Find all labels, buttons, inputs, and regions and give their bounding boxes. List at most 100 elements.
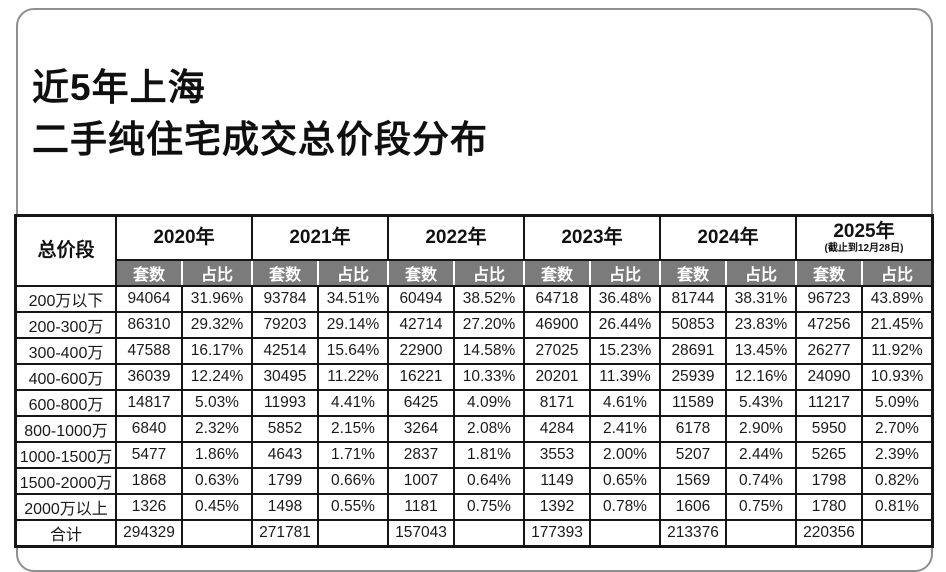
- subheader-share: 占比: [861, 259, 933, 287]
- total-row: 合计 294329 271781 157043 177393 213376 22…: [15, 519, 933, 547]
- share-cell: 1.86%: [181, 441, 253, 469]
- units-cell: 1007: [387, 467, 455, 495]
- units-cell: 5477: [115, 441, 183, 469]
- year-label: 2025年: [833, 221, 895, 243]
- year-header-2020: 2020年: [115, 215, 253, 261]
- year-label: 2021年: [289, 227, 351, 249]
- share-cell: 11.39%: [589, 363, 661, 391]
- share-cell: 2.08%: [453, 415, 525, 443]
- table-row: 600-800万 14817 5.03% 11993 4.41% 6425 4.…: [15, 389, 933, 417]
- units-cell: 4643: [251, 441, 319, 469]
- units-cell: 22900: [387, 337, 455, 365]
- share-cell: 10.93%: [861, 363, 933, 391]
- share-cell: 0.75%: [453, 493, 525, 521]
- share-cell: 11.22%: [317, 363, 389, 391]
- subheader-units: 套数: [115, 259, 183, 287]
- share-cell: 2.44%: [725, 441, 797, 469]
- units-cell: 5265: [795, 441, 863, 469]
- total-units-cell: 294329: [115, 519, 183, 547]
- share-cell: 14.58%: [453, 337, 525, 365]
- share-cell: 0.63%: [181, 467, 253, 495]
- units-cell: 16221: [387, 363, 455, 391]
- share-cell: 34.51%: [317, 285, 389, 313]
- table-row: 300-400万 47588 16.17% 42514 15.64% 22900…: [15, 337, 933, 365]
- share-cell: 23.83%: [725, 311, 797, 339]
- total-share-cell: [453, 519, 525, 547]
- units-cell: 64718: [523, 285, 591, 313]
- total-share-cell: [589, 519, 661, 547]
- units-cell: 25939: [659, 363, 727, 391]
- units-cell: 42714: [387, 311, 455, 339]
- year-label: 2024年: [697, 227, 759, 249]
- total-share-cell: [725, 519, 797, 547]
- share-cell: 0.75%: [725, 493, 797, 521]
- price-range-label: 600-800万: [15, 389, 117, 417]
- share-cell: 4.61%: [589, 389, 661, 417]
- units-cell: 26277: [795, 337, 863, 365]
- units-cell: 42514: [251, 337, 319, 365]
- total-units-cell: 271781: [251, 519, 319, 547]
- share-cell: 13.45%: [725, 337, 797, 365]
- share-cell: 31.96%: [181, 285, 253, 313]
- table-row: 1500-2000万 1868 0.63% 1799 0.66% 1007 0.…: [15, 467, 933, 495]
- year-header-2023: 2023年: [523, 215, 661, 261]
- share-cell: 2.39%: [861, 441, 933, 469]
- total-units-cell: 157043: [387, 519, 455, 547]
- share-cell: 2.41%: [589, 415, 661, 443]
- units-cell: 14817: [115, 389, 183, 417]
- table-row: 800-1000万 6840 2.32% 5852 2.15% 3264 2.0…: [15, 415, 933, 443]
- units-cell: 1181: [387, 493, 455, 521]
- share-cell: 1.81%: [453, 441, 525, 469]
- price-range-label: 200万以下: [15, 285, 117, 313]
- units-cell: 1498: [251, 493, 319, 521]
- units-cell: 6178: [659, 415, 727, 443]
- units-cell: 8171: [523, 389, 591, 417]
- page-title: 近5年上海 二手纯住宅成交总价段分布: [32, 62, 488, 166]
- subheader-share: 占比: [317, 259, 389, 287]
- subheader-share: 占比: [725, 259, 797, 287]
- units-cell: 79203: [251, 311, 319, 339]
- subheader-row: 套数 占比 套数 占比 套数 占比 套数 占比 套数 占比 套数 占比: [16, 259, 933, 287]
- subheader-share: 占比: [589, 259, 661, 287]
- table-row: 1000-1500万 5477 1.86% 4643 1.71% 2837 1.…: [15, 441, 933, 469]
- share-cell: 1.71%: [317, 441, 389, 469]
- subheader-share: 占比: [453, 259, 525, 287]
- year-label: 2022年: [425, 227, 487, 249]
- subheader-units: 套数: [523, 259, 591, 287]
- price-range-label: 1000-1500万: [15, 441, 117, 469]
- share-cell: 5.43%: [725, 389, 797, 417]
- units-cell: 1780: [795, 493, 863, 521]
- units-cell: 86310: [115, 311, 183, 339]
- units-cell: 6425: [387, 389, 455, 417]
- share-cell: 10.33%: [453, 363, 525, 391]
- year-label: 2020年: [153, 227, 215, 249]
- share-cell: 11.92%: [861, 337, 933, 365]
- table-row: 200万以下 94064 31.96% 93784 34.51% 60494 3…: [15, 285, 933, 313]
- units-cell: 5852: [251, 415, 319, 443]
- units-cell: 1326: [115, 493, 183, 521]
- units-cell: 3553: [523, 441, 591, 469]
- units-cell: 27025: [523, 337, 591, 365]
- units-cell: 1392: [523, 493, 591, 521]
- share-cell: 0.82%: [861, 467, 933, 495]
- units-cell: 28691: [659, 337, 727, 365]
- share-cell: 15.64%: [317, 337, 389, 365]
- share-cell: 2.00%: [589, 441, 661, 469]
- share-cell: 12.24%: [181, 363, 253, 391]
- table-row: 400-600万 36039 12.24% 30495 11.22% 16221…: [15, 363, 933, 391]
- table-row: 200-300万 86310 29.32% 79203 29.14% 42714…: [15, 311, 933, 339]
- units-cell: 6840: [115, 415, 183, 443]
- share-cell: 21.45%: [861, 311, 933, 339]
- units-cell: 1868: [115, 467, 183, 495]
- total-units-cell: 220356: [795, 519, 863, 547]
- units-cell: 1569: [659, 467, 727, 495]
- year-header-2022: 2022年: [387, 215, 525, 261]
- units-cell: 5207: [659, 441, 727, 469]
- share-cell: 0.45%: [181, 493, 253, 521]
- units-cell: 50853: [659, 311, 727, 339]
- share-cell: 2.70%: [861, 415, 933, 443]
- total-units-cell: 177393: [523, 519, 591, 547]
- share-cell: 2.90%: [725, 415, 797, 443]
- share-cell: 38.52%: [453, 285, 525, 313]
- corner-header: 总价段: [15, 215, 117, 287]
